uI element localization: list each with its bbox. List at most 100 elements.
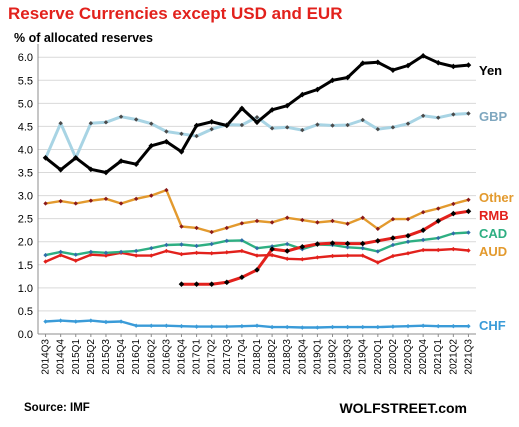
data-point-yen — [163, 138, 170, 145]
data-point-gbp — [390, 125, 396, 130]
x-tick-labels: 2014Q3 2014Q4 2015Q1 2015Q2 2015Q3 2015Q4 2016… — [41, 339, 475, 375]
y-tick-label: 2.0 — [18, 237, 33, 249]
data-point-chf — [285, 324, 290, 330]
data-point-other — [330, 218, 335, 224]
data-point-aud — [405, 251, 411, 256]
data-point-other — [58, 198, 63, 204]
x-tick-label: 2016Q2 — [146, 339, 157, 375]
data-point-other — [360, 215, 365, 220]
data-point-aud — [224, 250, 229, 255]
data-point-cad — [103, 250, 109, 256]
data-point-yen — [314, 86, 321, 93]
data-point-chf — [58, 318, 63, 323]
x-tick-label: 2018Q4 — [297, 339, 308, 375]
data-point-aud — [133, 253, 139, 258]
data-point-aud — [451, 246, 456, 252]
data-point-chf — [239, 323, 245, 329]
data-point-cad — [118, 249, 124, 255]
data-point-gbp — [345, 122, 350, 128]
y-tick-label: 6.0 — [18, 52, 33, 64]
y-tick-label: 2.5 — [18, 214, 33, 226]
series-label-gbp: GBP — [479, 109, 508, 124]
data-point-cad — [194, 243, 199, 249]
data-point-aud — [194, 250, 199, 256]
data-point-aud — [466, 248, 471, 253]
series-line-yen — [44, 54, 470, 174]
data-point-chf — [466, 323, 471, 329]
data-point-other — [164, 187, 169, 193]
data-point-gbp — [451, 112, 456, 117]
x-tick-label: 2020Q3 — [403, 339, 414, 375]
data-point-aud — [285, 256, 290, 262]
series-label-rmb: RMB — [479, 208, 509, 223]
x-tick-label: 2017Q1 — [192, 339, 203, 375]
y-tick-label: 1.0 — [18, 283, 33, 295]
data-point-gbp — [88, 120, 94, 126]
data-point-other — [254, 218, 260, 224]
data-point-cad — [164, 242, 169, 248]
data-point-gbp — [420, 113, 426, 119]
data-point-gbp — [133, 117, 139, 122]
data-point-yen — [435, 59, 442, 66]
data-point-chf — [451, 323, 456, 329]
x-tick-label: 2015Q4 — [116, 339, 127, 375]
x-tick-label: 2014Q3 — [41, 339, 52, 375]
data-point-chf — [194, 324, 199, 329]
data-point-rmb — [465, 208, 472, 215]
x-tick-label: 2020Q1 — [373, 339, 384, 375]
data-point-aud — [330, 253, 335, 259]
data-point-yen — [359, 60, 366, 67]
series-label-aud: AUD — [479, 244, 507, 259]
data-point-rmb — [239, 274, 245, 281]
source-note: Source: IMF — [24, 402, 90, 414]
data-point-rmb — [254, 267, 260, 273]
data-point-gbp — [118, 114, 124, 119]
data-point-aud — [103, 253, 109, 258]
data-point-cad — [405, 239, 411, 244]
y-tick-label: 3.5 — [18, 168, 33, 180]
data-point-gbp — [375, 126, 381, 132]
axes — [37, 44, 476, 337]
x-tick-label: 2015Q1 — [71, 339, 82, 375]
data-point-other — [149, 193, 154, 198]
data-point-yen — [284, 102, 291, 109]
data-point-cad — [451, 231, 456, 236]
data-point-rmb — [299, 244, 306, 250]
data-point-rmb — [359, 240, 366, 247]
data-point-gbp — [315, 122, 320, 127]
data-point-yen — [42, 154, 49, 161]
data-point-chf — [164, 323, 169, 328]
y-tick-labels: 0.0 0.5 1.0 1.5 2.0 2.5 3.0 3.5 4.0 4.5 5.0 5.5 6.0 — [18, 52, 33, 341]
x-tick-label: 2016Q3 — [161, 339, 172, 375]
data-point-yen — [299, 91, 306, 98]
data-point-rmb — [405, 232, 411, 239]
brand-label: WOLFSTREET.com — [339, 400, 467, 416]
data-point-chf — [118, 319, 124, 324]
data-point-cad — [390, 242, 396, 248]
data-point-chf — [133, 323, 139, 328]
data-point-yen — [390, 67, 396, 73]
data-point-aud — [58, 252, 63, 258]
data-point-gbp — [269, 126, 275, 131]
data-point-chf — [149, 323, 154, 328]
data-point-rmb — [223, 279, 230, 286]
data-point-yen — [72, 154, 79, 161]
data-point-chf — [179, 323, 184, 329]
data-point-other — [315, 220, 320, 225]
y-tick-label: 5.0 — [18, 98, 33, 110]
x-tick-label: 2021Q1 — [433, 339, 444, 375]
data-point-yen — [88, 166, 94, 173]
x-tick-label: 2021Q2 — [448, 339, 459, 375]
y-tick-label: 5.5 — [18, 75, 33, 87]
data-point-other — [269, 220, 275, 225]
x-tick-label: 2017Q4 — [237, 339, 248, 375]
data-point-other — [375, 226, 381, 232]
series-label-cad: CAD — [479, 226, 507, 241]
data-point-aud — [345, 253, 350, 258]
data-point-yen — [118, 158, 124, 164]
data-point-gbp — [405, 121, 411, 126]
data-point-other — [118, 201, 124, 206]
data-point-yen — [57, 166, 64, 173]
data-point-chf — [345, 324, 350, 330]
data-point-cad — [209, 241, 214, 247]
